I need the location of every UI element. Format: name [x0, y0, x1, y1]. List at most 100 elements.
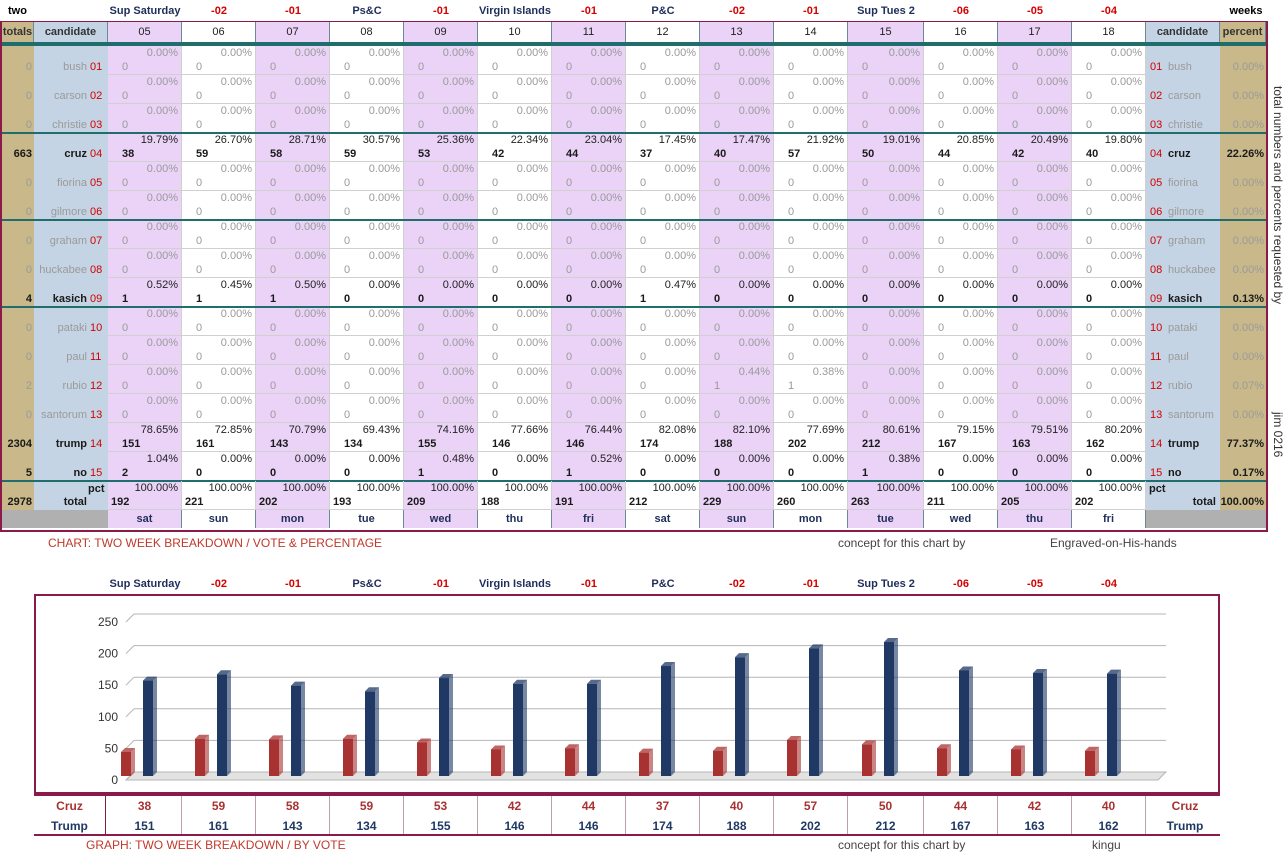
vote-cell: 0 0.00%: [998, 307, 1072, 336]
vote-count: 0: [714, 177, 721, 189]
total-percent: 100.00%: [578, 482, 622, 494]
candidate-number-right: 04: [1150, 148, 1163, 160]
vote-cell: 0 0.00%: [924, 162, 998, 191]
vote-count: 0: [640, 380, 647, 392]
candidate-percent: 0.00%: [1232, 61, 1264, 73]
vote-cell: 174 82.08%: [626, 423, 700, 452]
vote-percent: 0.00%: [962, 105, 994, 117]
vote-count: 1: [640, 293, 647, 305]
vote-cell: 0 0.00%: [330, 162, 404, 191]
vote-count: 0: [566, 293, 573, 305]
vote-count: 1: [270, 293, 277, 305]
candidate-name-right: pataki: [1168, 322, 1198, 334]
vote-percent: 0.00%: [590, 47, 622, 59]
vote-percent: 0.00%: [516, 453, 548, 465]
vote-percent: 0.00%: [516, 76, 548, 88]
vote-cell: 0 0.00%: [478, 191, 552, 220]
vote-percent: 0.00%: [812, 250, 844, 262]
candidate-name: pataki: [57, 322, 87, 334]
vote-count: 0: [122, 264, 129, 276]
vote-count: 0: [788, 293, 795, 305]
bar-side: [131, 747, 135, 776]
col-candidate-header: candidate: [34, 22, 108, 42]
bar-side: [723, 746, 727, 776]
vote-cell: 0 0.00%: [404, 249, 478, 278]
event-label: P&C: [651, 5, 675, 17]
candidate-total: 0: [25, 322, 32, 334]
vote-percent: 0.00%: [738, 308, 770, 320]
vote-percent: 0.00%: [962, 279, 994, 291]
bar-side: [375, 687, 379, 776]
y-tick-label: 100: [98, 710, 118, 724]
vote-count: 1: [196, 293, 203, 305]
vote-count: 0: [196, 264, 203, 276]
vote-count: 0: [196, 90, 203, 102]
vote-count: 0: [714, 351, 721, 363]
candidate-right-column-bg: [1146, 46, 1220, 510]
bar-side: [523, 679, 527, 776]
total-percent: 100.00%: [134, 482, 178, 494]
vote-cell: 0 0.00%: [552, 191, 626, 220]
graph-event-label: Ps&C: [352, 578, 382, 590]
vote-count: 0: [862, 264, 869, 276]
bar-top: [809, 644, 823, 649]
candidate-name: kasich: [52, 293, 87, 305]
vote-cell: 151 78.65%: [108, 423, 182, 452]
vote-cell: 0 0.00%: [478, 394, 552, 423]
vote-percent: 0.00%: [146, 250, 178, 262]
vote-cell: 0 0.00%: [478, 249, 552, 278]
vote-percent: 0.00%: [516, 47, 548, 59]
vote-cell: 0 0.00%: [774, 191, 848, 220]
candidate-total: 0: [25, 61, 32, 73]
vote-percent: 0.00%: [962, 47, 994, 59]
vote-count: 0: [1012, 119, 1019, 131]
vote-cell: 0 0.00%: [626, 191, 700, 220]
bar-cruz: [862, 744, 872, 776]
graph-event-label: -01: [285, 578, 301, 590]
candidate-percent: 0.00%: [1232, 206, 1264, 218]
grand-total: 2978: [7, 496, 32, 508]
vote-cell: 0 0.00%: [774, 220, 848, 249]
vote-percent: 0.00%: [294, 453, 326, 465]
vote-cell: 0 0.00%: [924, 336, 998, 365]
vote-count: 0: [1086, 235, 1093, 247]
vote-count: 42: [1012, 148, 1025, 160]
vote-count: 0: [714, 90, 721, 102]
vote-cell: 0 0.00%: [330, 220, 404, 249]
vote-percent: 0.00%: [294, 395, 326, 407]
graph-event-label: -04: [1101, 578, 1117, 590]
candidate-percent: 0.00%: [1232, 322, 1264, 334]
group-separator: [2, 219, 1266, 221]
bar-top: [439, 674, 453, 679]
vote-cell: 0 0.00%: [998, 278, 1072, 307]
bar-side: [597, 679, 601, 776]
vote-count: 0: [788, 90, 795, 102]
y-tick-label: 0: [111, 773, 118, 787]
table-caption: CHART: TWO WEEK BREAKDOWN / VOTE & PERCE…: [48, 536, 383, 550]
legend-value: 167: [924, 816, 998, 836]
vote-cell: 0 0.00%: [998, 336, 1072, 365]
vote-cell: 0 0.00%: [1072, 394, 1146, 423]
vote-cell: 0 0.00%: [626, 336, 700, 365]
candidate-name-right: christie: [1168, 119, 1203, 131]
vote-cell: 0 0.00%: [626, 365, 700, 394]
bar-top: [217, 670, 231, 675]
gridline-depth: [125, 708, 135, 718]
vote-count: 0: [270, 351, 277, 363]
candidate-number-right: 15: [1150, 467, 1163, 479]
vote-percent: 0.00%: [516, 221, 548, 233]
vote-cell: 0 0.00%: [924, 249, 998, 278]
candidate-column-bg: [34, 46, 108, 510]
vote-count: 0: [270, 409, 277, 421]
candidate-number-right: 05: [1150, 177, 1163, 189]
candidate-name-right: cruz: [1168, 148, 1191, 160]
vote-percent: 25.36%: [436, 134, 474, 146]
vote-percent: 0.00%: [1110, 163, 1142, 175]
vote-cell: 44 20.85%: [924, 133, 998, 162]
vote-cell: 0 0.00%: [1072, 365, 1146, 394]
vote-percent: 0.00%: [442, 163, 474, 175]
vote-percent: 0.00%: [146, 76, 178, 88]
total-percent: 100.00%: [652, 482, 696, 494]
legend-value: 155: [404, 816, 478, 836]
vote-percent: 0.00%: [220, 250, 252, 262]
